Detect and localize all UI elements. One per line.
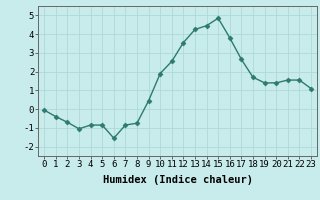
X-axis label: Humidex (Indice chaleur): Humidex (Indice chaleur) [103,175,252,185]
